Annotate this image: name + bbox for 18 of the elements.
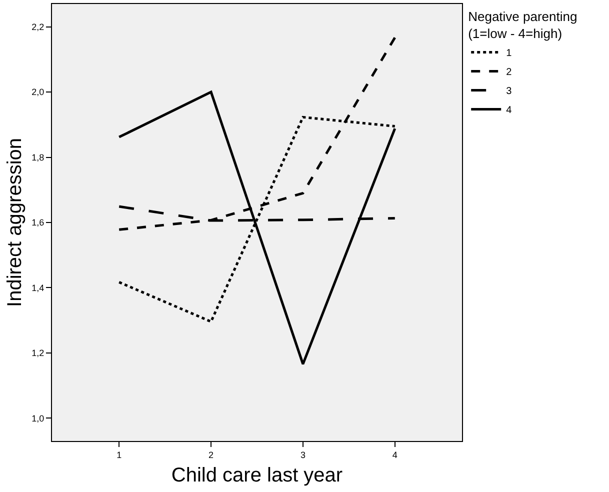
x-tick-label: 2 (208, 450, 214, 460)
x-axis-title: Child care last year (171, 464, 343, 486)
legend-label: 3 (506, 86, 512, 98)
y-tick-label: 1,6 (32, 218, 44, 228)
y-tick-label: 1,4 (32, 282, 44, 293)
y-tick-label: 2,0 (32, 87, 44, 98)
x-tick-label: 1 (116, 450, 122, 460)
legend-label: 4 (506, 105, 512, 116)
legend-label: 2 (506, 67, 512, 78)
y-tick-label: 1,0 (32, 413, 44, 424)
y-tick-label: 2,2 (32, 22, 44, 32)
legend-title: Negative parenting (1=low - 4=high) (468, 8, 578, 41)
x-tick-label: 4 (392, 450, 398, 460)
y-axis-title: Indirect aggression (4, 138, 26, 307)
y-tick-label: 1,2 (32, 348, 44, 358)
x-tick-label: 3 (300, 450, 306, 460)
legend-label: 1 (506, 48, 512, 60)
y-tick-label: 1,8 (32, 152, 44, 162)
